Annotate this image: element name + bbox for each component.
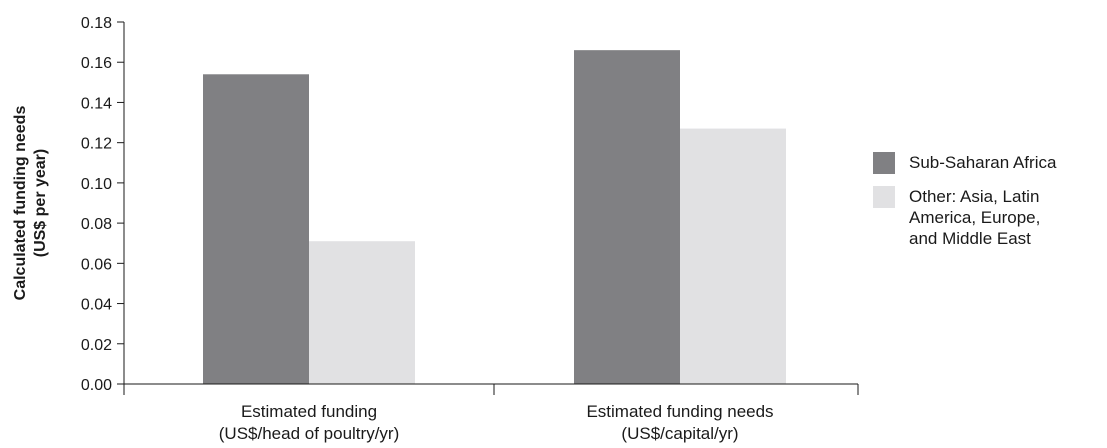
y-tick-label-1: 0.02 bbox=[81, 337, 112, 354]
bar-chart: 0.00 0.02 0.04 0.06 0.08 0.10 0.12 0.14 0.16 0.18… bbox=[12, 15, 859, 443]
y-tick-label-5: 0.10 bbox=[81, 176, 112, 193]
y-tick-label-0: 0.00 bbox=[81, 377, 112, 394]
y-axis-title-line-2: (US$ per year) bbox=[32, 149, 49, 258]
y-tick-label-8: 0.16 bbox=[81, 55, 112, 72]
legend-item-series-2: Other: Asia, Latin America, Europe, and … bbox=[873, 186, 1103, 249]
bar-series-1-cat-1 bbox=[203, 74, 309, 385]
legend-label-series-1: Sub-Saharan Africa bbox=[909, 153, 1057, 172]
y-tick-label-7: 0.14 bbox=[81, 95, 112, 112]
legend-label-series-2: Other: Asia, Latin America, Europe, and … bbox=[909, 187, 1041, 248]
y-tick-label-9: 0.18 bbox=[81, 15, 112, 32]
x-category-label-1-line-2: (US$/head of poultry/yr) bbox=[219, 424, 399, 443]
y-tick-label-6: 0.12 bbox=[81, 136, 112, 153]
x-category-label-1-line-1: Estimated funding bbox=[241, 402, 377, 421]
legend: Sub-Saharan Africa Other: Asia, Latin Am… bbox=[873, 152, 1103, 261]
y-tick-label-2: 0.04 bbox=[81, 297, 112, 314]
bar-series-2-cat-1 bbox=[309, 241, 415, 384]
bar-series-1-cat-2 bbox=[574, 50, 680, 385]
y-axis-title-line-1: Calculated funding needs bbox=[12, 106, 29, 301]
legend-swatch-series-1 bbox=[873, 152, 895, 174]
x-category-label-2-line-1: Estimated funding needs bbox=[586, 402, 773, 421]
y-tick-label-3: 0.06 bbox=[81, 256, 112, 273]
bar-series-2-cat-2 bbox=[680, 128, 786, 384]
legend-item-series-1: Sub-Saharan Africa bbox=[873, 152, 1103, 174]
x-category-label-2-line-2: (US$/capital/yr) bbox=[621, 424, 738, 443]
legend-swatch-series-2 bbox=[873, 186, 895, 208]
y-tick-label-4: 0.08 bbox=[81, 216, 112, 233]
